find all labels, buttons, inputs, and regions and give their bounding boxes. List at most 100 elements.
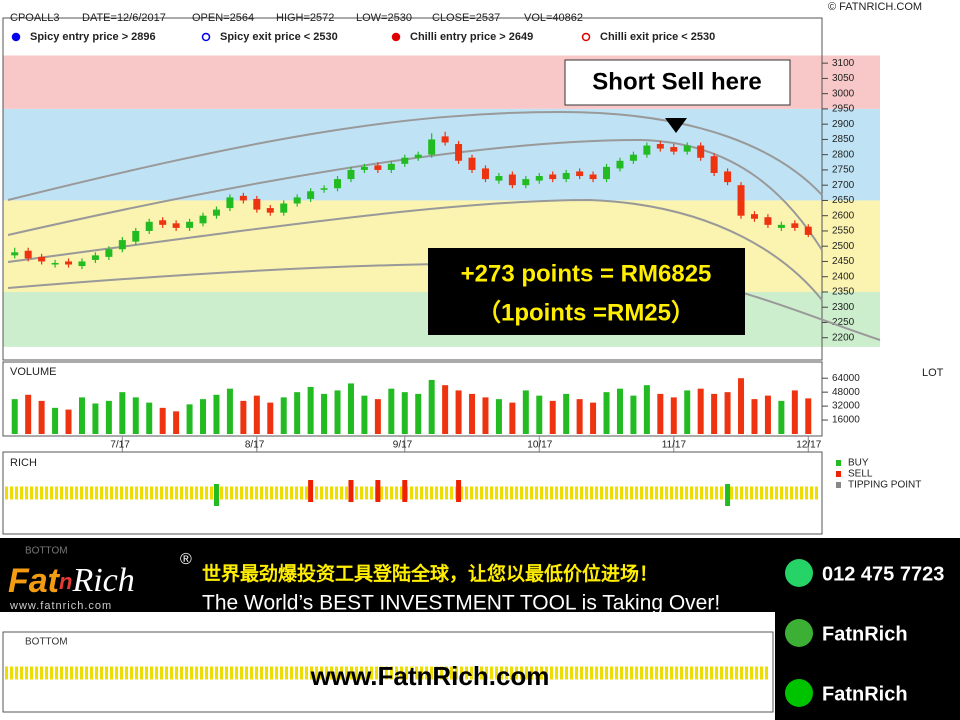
volume-bar <box>590 402 597 434</box>
x-tick-label: 12/17 <box>796 440 821 451</box>
candle-body <box>387 163 395 170</box>
candle-body <box>428 139 436 155</box>
volume-bar <box>630 395 637 434</box>
y-tick-label: 2750 <box>832 165 855 176</box>
volume-bar <box>509 402 516 434</box>
high: HIGH=2572 <box>276 12 334 24</box>
rich-legend-marker <box>836 460 841 466</box>
volume-bar <box>711 393 718 434</box>
sell-signal <box>348 480 354 502</box>
pointer <box>665 118 687 133</box>
volume-bar <box>764 395 771 434</box>
volume-bar <box>38 400 45 434</box>
contact-text: 012 475 7723 <box>822 563 944 585</box>
candle-body <box>455 144 463 161</box>
rich-legend-label: BUY <box>848 458 869 469</box>
candle-body <box>11 252 19 256</box>
volume-bar <box>738 378 745 434</box>
volume-bar <box>684 390 691 434</box>
volume-bar <box>536 395 543 434</box>
volume-bar <box>805 398 812 434</box>
y-tick-label: 2600 <box>832 210 855 221</box>
candle-body <box>737 185 745 216</box>
candle-body <box>186 221 194 228</box>
legend-marker <box>11 32 21 42</box>
candle-body <box>293 197 301 204</box>
y-tick-label: 2950 <box>832 104 855 115</box>
candle-body <box>764 217 772 225</box>
candle-body <box>320 188 328 190</box>
volume-bar <box>576 399 583 434</box>
candle-body <box>724 171 732 183</box>
y-tick-label: 2350 <box>832 287 855 298</box>
legend-marker <box>391 32 401 42</box>
candle-body <box>38 256 46 262</box>
reg: ® <box>180 551 192 568</box>
x-tick-label: 8/17 <box>245 440 265 451</box>
logo-b: Rich <box>71 562 134 599</box>
candle-body <box>212 209 220 216</box>
english-slogan: The World’s BEST INVESTMENT TOOL is Taki… <box>202 592 720 615</box>
y-tick-label: 2900 <box>832 119 855 130</box>
x-tick-label: 9/17 <box>393 440 413 451</box>
legend-label: Spicy exit price < 2530 <box>220 31 338 43</box>
x-tick-label: 10/17 <box>527 440 552 451</box>
sell-signal <box>402 480 408 502</box>
y-tick-label: 2700 <box>832 180 855 191</box>
y-tick-label: 16000 <box>832 415 860 426</box>
volume-title: VOLUME <box>10 366 56 378</box>
symbol: CPOALL3 <box>10 12 60 24</box>
candle-body <box>24 250 32 259</box>
volume-bar <box>294 392 301 434</box>
profit-box <box>428 248 745 335</box>
volume-bar <box>213 394 220 434</box>
candle-body <box>562 172 570 180</box>
sell-signal <box>375 480 381 502</box>
volume-bar <box>253 395 260 434</box>
banner <box>0 538 775 612</box>
candle-body <box>105 249 113 257</box>
y-tick-label: 2250 <box>832 317 855 328</box>
volume-bar <box>280 397 287 434</box>
candle-body <box>777 224 785 228</box>
candle-body <box>65 261 73 265</box>
candle-body <box>791 223 799 228</box>
candle-body <box>468 157 476 170</box>
volume-bar <box>549 400 556 434</box>
website: www.FatnRich.com <box>310 661 550 691</box>
vol: VOL=40862 <box>524 12 583 24</box>
candle-body <box>522 179 530 186</box>
candle-body <box>280 203 288 213</box>
sell-signal <box>456 480 462 502</box>
candle-body <box>91 255 99 260</box>
candle-body <box>307 191 315 199</box>
candle-body <box>266 208 274 213</box>
volume-bar <box>415 393 422 434</box>
contact-icon <box>785 679 813 707</box>
logo-n: n <box>59 569 72 594</box>
callout-box <box>564 59 791 106</box>
volume-bar <box>307 386 314 434</box>
volume-bar <box>670 397 677 434</box>
logo-url: www.fatnrich.com <box>9 600 112 612</box>
y-tick-label: 2300 <box>832 302 855 313</box>
rich-legend-label: TIPPING POINT <box>848 480 921 491</box>
candle-body <box>401 157 409 164</box>
volume-bar <box>495 399 502 434</box>
volume-bar <box>25 394 32 434</box>
volume-bar <box>361 395 368 434</box>
logo: FatnRich <box>8 562 135 600</box>
channel-upper <box>7 110 823 201</box>
profit-text: +273 points = RM6825 <box>461 260 712 287</box>
volume-bar <box>65 409 72 434</box>
candle-body <box>51 262 59 265</box>
legend-marker <box>581 32 591 42</box>
volume-bar <box>226 388 233 434</box>
sell-signal <box>308 480 314 502</box>
x-tick-label: 7/17 <box>110 440 130 451</box>
date: DATE=12/6/2017 <box>82 12 166 24</box>
volume-bar <box>146 402 153 434</box>
open: OPEN=2564 <box>192 12 254 24</box>
